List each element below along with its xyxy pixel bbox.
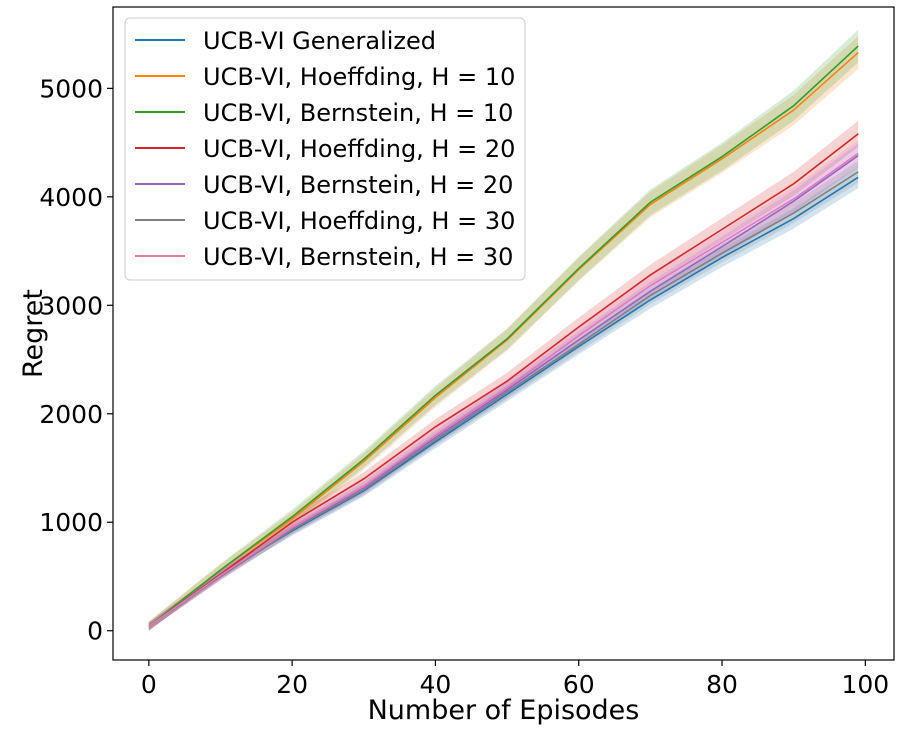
y-tick-label: 5000 [39, 74, 103, 103]
x-axis-ticks: 0 20 40 60 80 100 [141, 660, 889, 699]
legend-entry: UCB-VI, Bernstein, H = 20 [203, 171, 513, 199]
band-series-3 [148, 29, 859, 632]
legend-entry: UCB-VI, Hoeffding, H = 20 [203, 135, 515, 163]
legend-entry: UCB-VI, Hoeffding, H = 30 [203, 207, 515, 235]
line-series-2 [148, 51, 859, 628]
x-tick-label: 80 [706, 670, 738, 699]
line-series-6 [148, 171, 859, 628]
y-axis-label: Regret [18, 289, 49, 378]
legend-box [124, 17, 526, 281]
band-series-4 [148, 120, 859, 631]
legend-entry: UCB-VI Generalized [203, 27, 436, 55]
x-tick-label: 60 [563, 670, 595, 699]
plot-frame [112, 6, 895, 661]
y-tick-label: 4000 [39, 183, 103, 212]
y-tick-label: 1000 [39, 508, 103, 537]
series-lines [148, 45, 859, 628]
y-axis-ticks: 0 1000 2000 3000 4000 5000 [39, 74, 113, 646]
legend: UCB-VI Generalized UCB-VI, Hoeffding, H =… [124, 17, 526, 281]
x-axis-label: Number of Episodes [368, 695, 640, 726]
y-tick-label: 0 [87, 617, 103, 646]
x-tick-label: 100 [841, 670, 889, 699]
x-tick-label: 20 [276, 670, 308, 699]
legend-entry: UCB-VI, Bernstein, H = 10 [203, 99, 513, 127]
legend-entry: UCB-VI, Bernstein, H = 30 [203, 243, 513, 271]
line-series-4 [148, 133, 859, 628]
y-tick-label: 3000 [39, 291, 103, 320]
legend-entry: UCB-VI, Hoeffding, H = 10 [203, 63, 515, 91]
line-series-7 [148, 152, 859, 628]
line-series-3 [148, 45, 859, 628]
x-tick-label: 0 [141, 670, 157, 699]
x-tick-label: 40 [420, 670, 452, 699]
y-tick-label: 2000 [39, 400, 103, 429]
